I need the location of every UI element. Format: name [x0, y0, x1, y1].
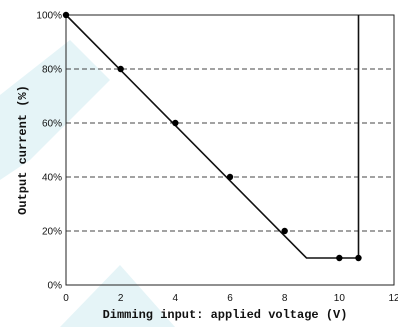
data-point [336, 254, 343, 262]
x-tick-label: 2 [118, 293, 124, 304]
background-watermark-shape-lower [60, 265, 175, 327]
y-axis-label: Output current (%) [16, 85, 30, 215]
series-line [65, 14, 360, 259]
x-axis-label: Dimming input: applied voltage (V) [103, 308, 348, 322]
y-tick-label: 80% [42, 65, 62, 76]
grid-lines [66, 68, 394, 232]
data-point [226, 173, 234, 181]
y-tick-label: 40% [42, 173, 62, 184]
x-tick-label: 0 [63, 293, 69, 304]
data-point [355, 254, 362, 262]
background-watermark-shape [0, 40, 110, 180]
y-tick-label: 60% [42, 119, 62, 130]
y-tick-label: 100% [36, 11, 62, 22]
series-group [62, 11, 362, 262]
data-point [281, 227, 288, 235]
data-point [62, 11, 70, 19]
x-tick-label: 6 [227, 293, 233, 304]
data-point [117, 65, 124, 73]
y-tick-label: 20% [42, 227, 62, 238]
x-tick-label: 8 [282, 293, 288, 304]
y-tick-label: 0% [48, 281, 63, 292]
x-tick-label: 12 [388, 293, 398, 304]
plot-frame [65, 14, 395, 286]
x-tick-label: 10 [334, 293, 346, 304]
data-point [172, 119, 179, 127]
y-axis-tick-labels: 0% 20% 40% 60% 80% 100% [36, 11, 62, 292]
x-tick-label: 4 [173, 293, 179, 304]
x-axis-tick-labels: 0 2 4 6 8 10 12 [63, 293, 398, 304]
